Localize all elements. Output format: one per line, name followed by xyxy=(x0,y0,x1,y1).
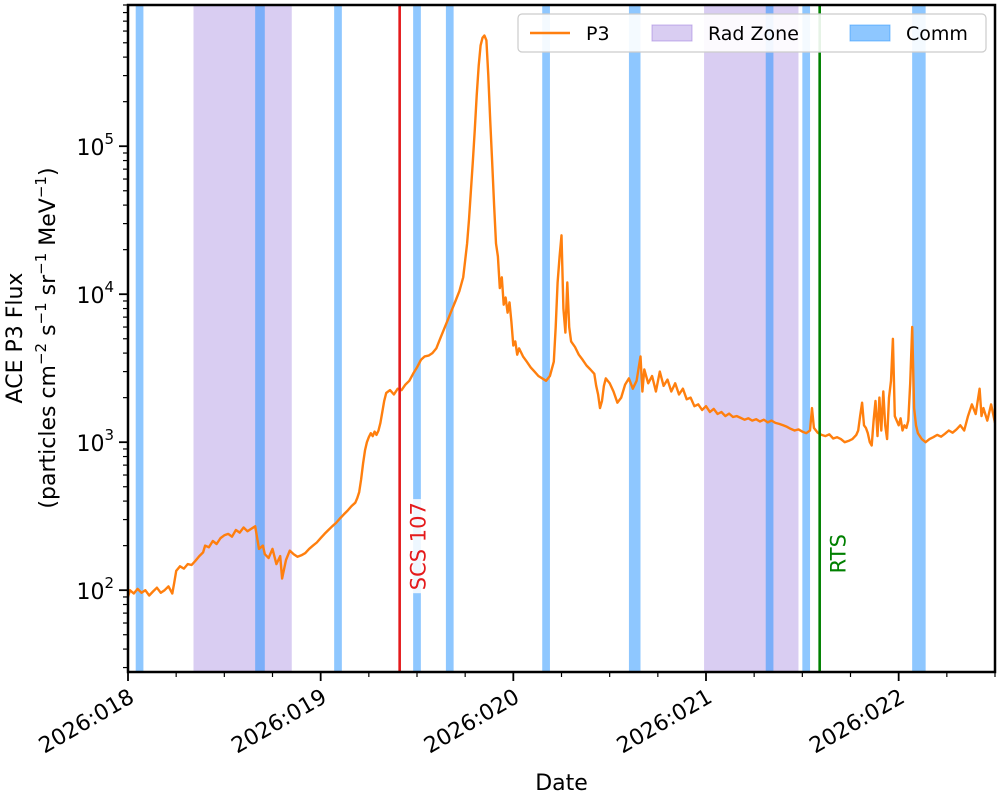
y-tick-label: 105 xyxy=(76,130,114,161)
rad-zone-band-2 xyxy=(704,5,799,672)
comm-band-10 xyxy=(912,5,926,672)
legend-swatch-comm xyxy=(849,24,891,42)
y-tick-label: 103 xyxy=(76,426,114,457)
legend-box xyxy=(517,13,987,53)
x-tick-label: 2026:019 xyxy=(227,685,331,759)
x-tick-label: 2026:021 xyxy=(613,685,717,759)
event-label-bg-rts xyxy=(826,531,851,577)
legend-label-comm: Comm xyxy=(906,23,968,45)
comm-band-6 xyxy=(542,5,550,672)
comm-band-5 xyxy=(445,5,454,672)
y-axis-label-line1: ACE P3 Flux xyxy=(3,273,28,404)
y-label-prefix: (particles cm xyxy=(36,365,61,509)
shaded-bands xyxy=(135,5,926,672)
y-tick-exponent: 4 xyxy=(104,278,114,296)
comm-band-9 xyxy=(802,5,811,672)
y-label-mid2: sr xyxy=(36,274,61,302)
y-label-exp4: −1 xyxy=(32,176,50,198)
event-label-scs-107: SCS 107 xyxy=(407,502,431,590)
rad-zone-band-1 xyxy=(193,5,292,672)
legend: P3 Rad Zone Comm xyxy=(517,13,987,53)
y-label-close: ) xyxy=(36,167,61,176)
y-tick-base: 10 xyxy=(76,580,104,605)
comm-band-2 xyxy=(255,5,265,672)
comm-band-7 xyxy=(628,5,641,672)
x-axis-label: Date xyxy=(535,771,588,796)
y-tick-base: 10 xyxy=(76,284,104,309)
event-label-bg-scs-107 xyxy=(406,499,431,594)
y-tick-base: 10 xyxy=(76,136,104,161)
y-tick-exponent: 2 xyxy=(104,574,114,592)
y-label-exp2: −1 xyxy=(32,302,50,324)
y-label-suffix: MeV xyxy=(36,198,61,253)
y-tick-label: 102 xyxy=(76,574,114,605)
y-tick-exponent: 3 xyxy=(104,426,114,444)
y-label-mid1: s xyxy=(36,324,61,342)
y-label-exp1: −2 xyxy=(32,343,50,365)
x-tick-label: 2026:020 xyxy=(420,685,524,759)
comm-band-8 xyxy=(765,5,774,672)
event-label-rts: RTS xyxy=(827,534,851,573)
y-tick-label: 104 xyxy=(76,278,114,309)
y-tick-exponent: 5 xyxy=(104,130,114,148)
x-tick-label: 2026:018 xyxy=(35,685,139,759)
comm-band-3 xyxy=(334,5,342,672)
comm-band-1 xyxy=(135,5,144,672)
event-markers: SCS 107 RTS xyxy=(398,5,851,672)
y-tick-base: 10 xyxy=(76,432,104,457)
x-tick-label: 2026:022 xyxy=(805,685,909,759)
y-axis-label: ACE P3 Flux (particles cm−2 s−1 sr−1 MeV… xyxy=(3,167,61,508)
series-line-p3 xyxy=(128,34,995,598)
series-layer xyxy=(128,34,995,598)
axes-layer: 2026:018 2026:019 2026:020 2026:021 2026:022… xyxy=(35,3,997,759)
legend-label-rad-zone: Rad Zone xyxy=(708,23,799,45)
legend-swatch-rad-zone xyxy=(651,24,693,42)
comm-band-4 xyxy=(413,5,421,672)
y-label-exp3: −1 xyxy=(32,253,50,275)
legend-label-p3: P3 xyxy=(586,23,610,45)
y-axis-label-line2: (particles cm−2 s−1 sr−1 MeV−1) xyxy=(32,167,61,508)
